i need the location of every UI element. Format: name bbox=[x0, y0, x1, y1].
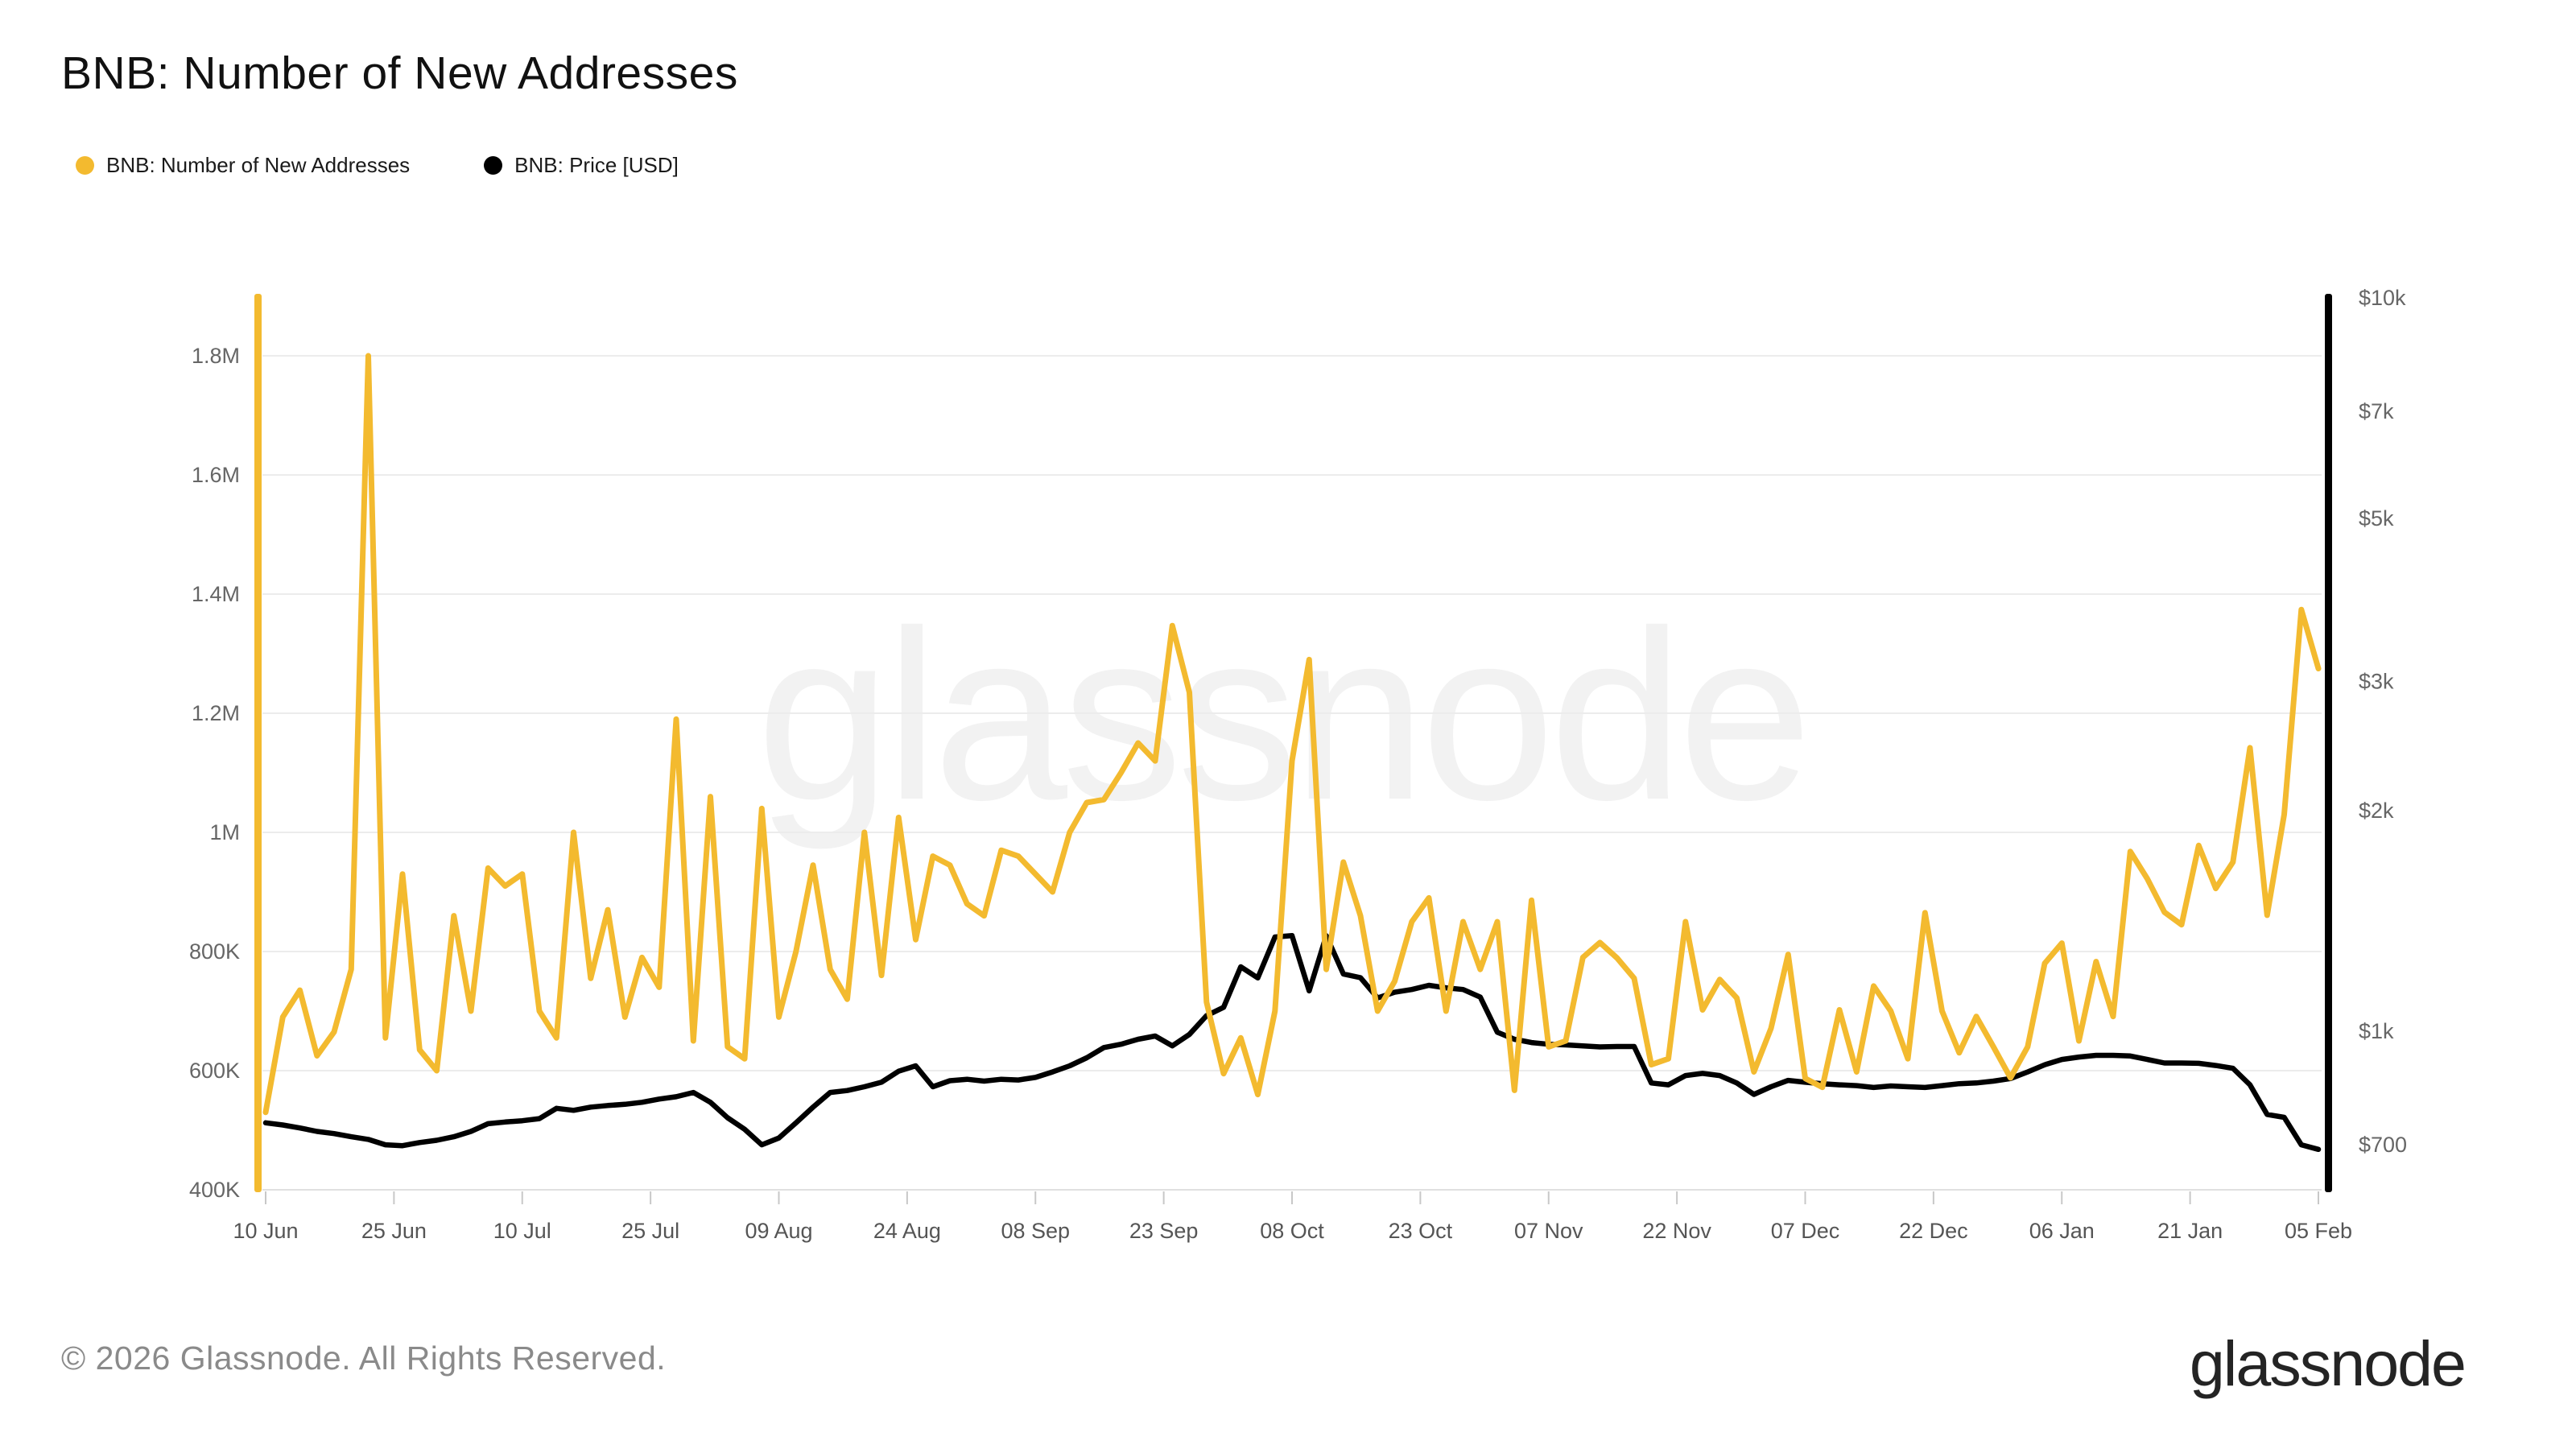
legend-label-new-addresses: BNB: Number of New Addresses bbox=[106, 153, 411, 177]
left-axis-label: 400K bbox=[189, 1178, 240, 1202]
left-axis-label: 1.4M bbox=[192, 582, 240, 606]
x-tick-label: 22 Dec bbox=[1899, 1219, 1968, 1243]
addresses-line[interactable] bbox=[262, 353, 2322, 1116]
x-tick-label: 06 Jan bbox=[2029, 1219, 2095, 1243]
price-line[interactable] bbox=[262, 933, 2322, 1153]
glassnode-watermark: glassnode bbox=[756, 580, 1813, 851]
legend: BNB: Number of New Addresses BNB: Price … bbox=[76, 153, 679, 178]
right-axis-label: $10k bbox=[2359, 286, 2406, 310]
right-axis-label: $5k bbox=[2359, 506, 2394, 530]
x-tick-label: 09 Aug bbox=[745, 1219, 812, 1243]
x-tick-label: 07 Dec bbox=[1771, 1219, 1840, 1243]
series-color-dot-icon bbox=[76, 156, 94, 175]
left-axis-label: 1.2M bbox=[192, 701, 240, 725]
x-tick-label: 23 Sep bbox=[1129, 1219, 1199, 1243]
right-axis-label: $700 bbox=[2359, 1133, 2407, 1157]
copyright-text: © 2026 Glassnode. All Rights Reserved. bbox=[61, 1340, 667, 1377]
glassnode-logo: glassnode bbox=[2189, 1327, 2467, 1399]
x-tick-label: 07 Nov bbox=[1514, 1219, 1583, 1243]
legend-item-new-addresses[interactable]: BNB: Number of New Addresses bbox=[76, 153, 410, 178]
left-axis-label: 1M bbox=[209, 820, 240, 844]
x-tick-label: 10 Jun bbox=[233, 1219, 298, 1243]
x-tick-label: 24 Aug bbox=[873, 1219, 941, 1243]
right-axis-label: $7k bbox=[2359, 399, 2394, 423]
left-axis-label: 1.8M bbox=[192, 344, 240, 368]
x-tick-label: 08 Oct bbox=[1260, 1219, 1324, 1243]
x-tick-label: 10 Jul bbox=[493, 1219, 551, 1243]
series-color-dot-icon bbox=[484, 156, 503, 175]
left-axis-bar bbox=[254, 294, 262, 1192]
x-tick-label: 08 Sep bbox=[1001, 1219, 1070, 1243]
right-axis-label: $1k bbox=[2359, 1019, 2394, 1043]
left-axis-label: 600K bbox=[189, 1059, 240, 1083]
left-axis-label: 1.6M bbox=[192, 463, 240, 487]
right-axis-label: $3k bbox=[2359, 669, 2394, 693]
x-tick-label: 23 Oct bbox=[1389, 1219, 1453, 1243]
x-tick-label: 22 Nov bbox=[1642, 1219, 1711, 1243]
x-tick-label: 21 Jan bbox=[2157, 1219, 2223, 1243]
right-axis-bar bbox=[2325, 294, 2332, 1192]
x-tick-label: 25 Jul bbox=[621, 1219, 679, 1243]
legend-label-price: BNB: Price [USD] bbox=[514, 153, 679, 177]
right-axis-label: $2k bbox=[2359, 799, 2394, 823]
x-tick-label: 05 Feb bbox=[2285, 1219, 2352, 1243]
page-title: BNB: Number of New Addresses bbox=[61, 47, 738, 99]
left-axis-label: 800K bbox=[189, 939, 240, 964]
legend-item-price[interactable]: BNB: Price [USD] bbox=[484, 153, 679, 178]
x-tick-label: 25 Jun bbox=[361, 1219, 427, 1243]
